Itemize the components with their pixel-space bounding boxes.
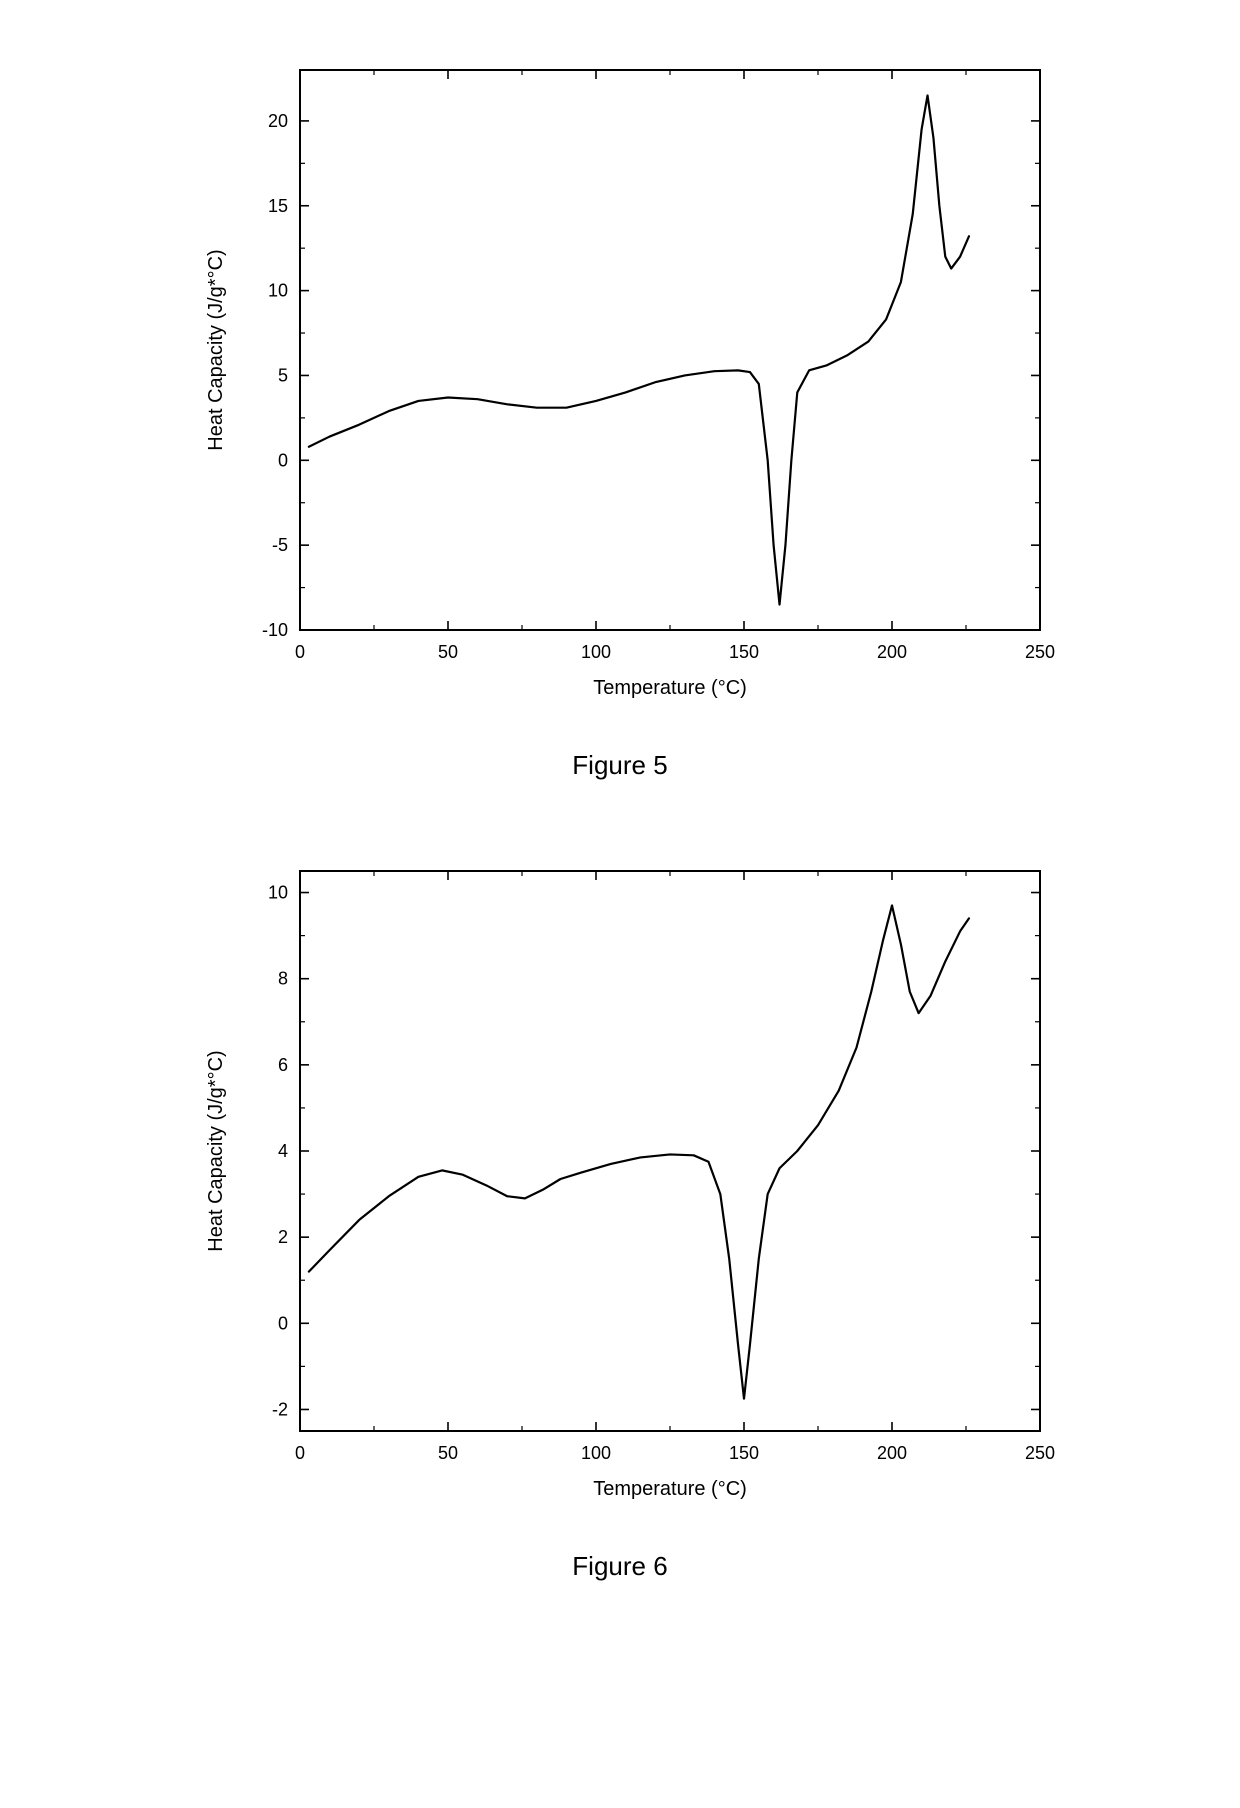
svg-text:8: 8 — [278, 969, 288, 989]
svg-text:-10: -10 — [262, 620, 288, 640]
figure5-block: 0 50 100 150 200 250 -10 -5 0 5 10 15 20 Temperature … — [0, 40, 1240, 841]
svg-text:Heat Capacity (J/g*°C): Heat Capacity (J/g*°C) — [205, 249, 227, 450]
figure6-caption: Figure 6 — [572, 1551, 667, 1582]
svg-text:-5: -5 — [272, 535, 288, 555]
figure6-block: 0 50 100 150 200 250 -2 0 2 4 6 8 10 Temperature (°C)… — [0, 841, 1240, 1642]
svg-text:0: 0 — [295, 1443, 305, 1463]
svg-text:15: 15 — [268, 196, 288, 216]
page-root: 050100150200250-10-505101520Temperature … — [0, 0, 1240, 1808]
svg-text:Temperature (°C): Temperature (°C) — [593, 1478, 747, 1500]
svg-text:0: 0 — [278, 450, 288, 470]
svg-text:150: 150 — [729, 1443, 759, 1463]
svg-text:250: 250 — [1025, 642, 1055, 662]
svg-text:20: 20 — [268, 111, 288, 131]
figure6-chart: 0 50 100 150 200 250 -2 0 2 4 6 8 10 Temperature (°C)… — [170, 841, 1070, 1521]
svg-text:Temperature (°C): Temperature (°C) — [593, 677, 747, 699]
svg-text:2: 2 — [278, 1227, 288, 1247]
svg-text:Heat Capacity (J/g*°C): Heat Capacity (J/g*°C) — [205, 1050, 227, 1251]
svg-text:50: 50 — [438, 1443, 458, 1463]
svg-text:50: 50 — [438, 642, 458, 662]
figure5-caption: Figure 5 — [572, 750, 667, 781]
svg-text:200: 200 — [877, 642, 907, 662]
svg-text:100: 100 — [581, 642, 611, 662]
svg-text:0: 0 — [278, 1313, 288, 1333]
svg-text:0: 0 — [295, 642, 305, 662]
svg-text:150: 150 — [729, 642, 759, 662]
svg-text:5: 5 — [278, 365, 288, 385]
svg-text:10: 10 — [268, 883, 288, 903]
svg-text:6: 6 — [278, 1055, 288, 1075]
svg-text:10: 10 — [268, 281, 288, 301]
svg-text:100: 100 — [581, 1443, 611, 1463]
svg-text:250: 250 — [1025, 1443, 1055, 1463]
svg-text:-2: -2 — [272, 1399, 288, 1419]
figure5-chart: 0 50 100 150 200 250 -10 -5 0 5 10 15 20 Temperature … — [170, 40, 1070, 720]
svg-text:200: 200 — [877, 1443, 907, 1463]
svg-text:4: 4 — [278, 1141, 288, 1161]
